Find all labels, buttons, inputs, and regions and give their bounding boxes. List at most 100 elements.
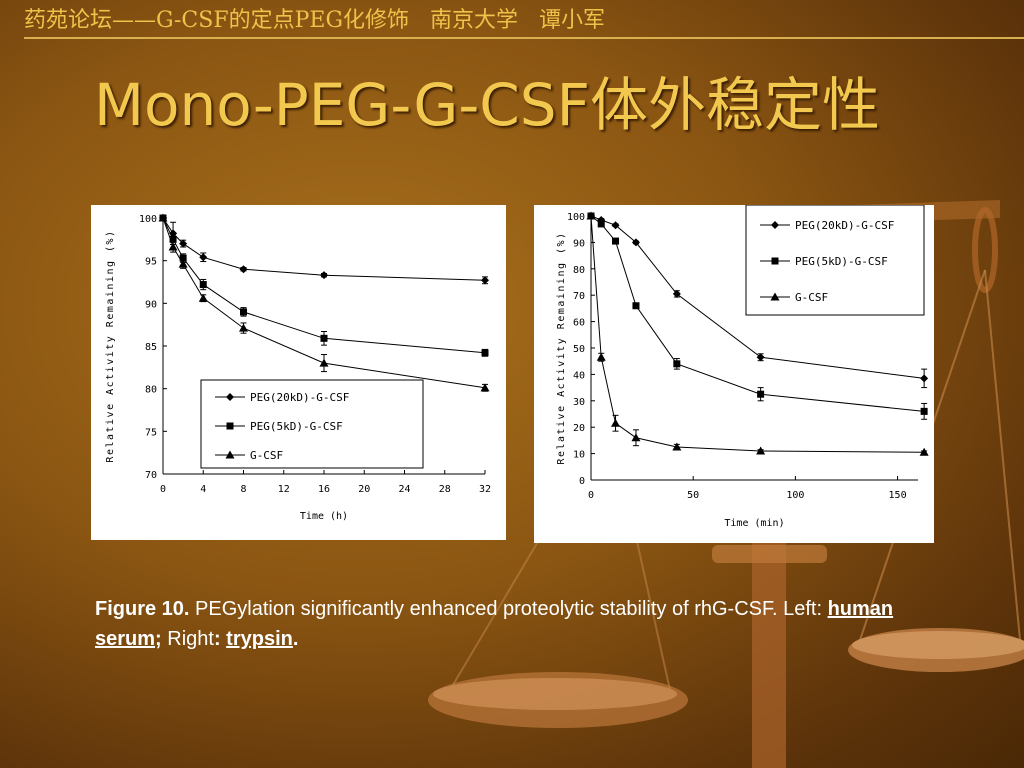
- chart1-x-tick-label: 20: [358, 484, 370, 495]
- caption-text-2: Right: [161, 628, 214, 650]
- chart2-y-tick-label: 70: [573, 291, 585, 302]
- chart1-legend-label: G-CSF: [250, 449, 283, 462]
- chart2-data-point-2: [673, 360, 681, 368]
- chart1-x-axis-label: Time (h): [300, 511, 348, 522]
- chart2-x-tick-label: 0: [588, 490, 594, 501]
- chart2-data-point-3: [756, 446, 766, 455]
- header-rule: [24, 37, 1024, 39]
- chart2-data-point-3: [586, 211, 596, 220]
- left-chart: 70 75 80 85 90 95 100 0 4 8 12 16 20 24 28 32 Time (h) Re…: [105, 213, 491, 522]
- caption-end: .: [292, 628, 299, 650]
- right-chart: 0 10 20 30 40 50 60 70 80 90 100 0 50 100 150 Time (min…: [556, 204, 929, 529]
- chart2-x-tick-label: 50: [687, 490, 699, 501]
- slide-header: 药苑论坛——G-CSF的定点PEG化修饰 南京大学 谭小军: [24, 8, 605, 33]
- chart2-data-point-3: [611, 418, 621, 427]
- chart2-data-point-1: [611, 221, 620, 230]
- chart1-y-tick-label: 80: [145, 385, 157, 396]
- chart2-data-point-3: [596, 352, 606, 361]
- chart1-data-point-3: [319, 358, 329, 367]
- chart1-data-point-3: [178, 259, 188, 268]
- chart2-y-tick-label: 40: [573, 370, 585, 381]
- chart2-x-axis-label: Time (min): [724, 518, 784, 529]
- chart2-y-tick-label: 60: [573, 318, 585, 329]
- chart1-data-point-3: [480, 383, 490, 392]
- chart1-data-point-1: [320, 271, 328, 280]
- chart2-legend-marker: [771, 221, 779, 229]
- chart1-y-tick-label: 85: [145, 342, 157, 353]
- chart1-y-tick-label: 100: [139, 214, 157, 225]
- chart2-y-tick-label: 20: [573, 423, 585, 434]
- chart1-data-point-1: [239, 265, 248, 274]
- chart1-data-point-2: [320, 334, 328, 342]
- chart1-data-point-3: [158, 213, 168, 222]
- chart2-legend-marker: [770, 292, 780, 301]
- chart1-x-tick-label: 28: [439, 484, 451, 495]
- chart1-data-point-1: [481, 276, 489, 285]
- chart1-data-point-2: [169, 235, 177, 243]
- chart2-y-tick-label: 30: [573, 397, 585, 408]
- chart2-y-tick-label: 80: [573, 265, 585, 276]
- chart2-y-tick-label: 100: [567, 212, 585, 223]
- chart2-legend-marker: [771, 257, 779, 265]
- chart2-y-axis-label: Relative Activity Remaining (%): [556, 231, 567, 464]
- chart2-data-point-3: [631, 433, 641, 442]
- chart2-data-point-1: [756, 353, 765, 362]
- chart1-legend-box: [200, 379, 424, 469]
- caption-left-term: human serum: [95, 598, 894, 650]
- chart1-x-tick-label: 0: [160, 484, 166, 495]
- chart1-data-point-2: [199, 281, 207, 289]
- chart1-x-tick-label: 4: [200, 484, 206, 495]
- chart1-data-point-2: [179, 254, 187, 262]
- right-chart-panel: 0 10 20 30 40 50 60 70 80 90 100 0 50 100 150 Time (min…: [534, 204, 934, 543]
- caption-sep-1: ;: [155, 628, 162, 650]
- chart2-x-tick-label: 150: [889, 490, 907, 501]
- chart1-legend-marker: [226, 393, 234, 401]
- chart1-data-point-1: [179, 239, 188, 248]
- chart1-series-line-1: [162, 217, 486, 281]
- chart1-legend-label: PEG(20kD)-G-CSF: [250, 391, 349, 404]
- chart1-x-tick-label: 16: [318, 484, 330, 495]
- chart2-y-tick-label: 90: [573, 238, 585, 249]
- chart2-data-point-2: [612, 237, 620, 245]
- chart2-data-point-2: [757, 390, 765, 398]
- chart2-data-point-2: [920, 407, 928, 415]
- chart1-y-axis-label: Relative Activity Remaining (%): [105, 229, 116, 462]
- chart1-data-point-3: [198, 293, 208, 302]
- chart2-data-point-3: [919, 447, 929, 456]
- chart1-legend-label: PEG(5kD)-G-CSF: [250, 420, 343, 433]
- chart2-data-point-2: [597, 220, 605, 228]
- chart2-data-point-1: [631, 238, 640, 247]
- left-chart-panel: 70 75 80 85 90 95 100 0 4 8 12 16 20 24 28 32 Time (h) Re…: [91, 205, 506, 540]
- chart2-y-tick-label: 50: [573, 344, 585, 355]
- chart1-x-tick-label: 24: [398, 484, 410, 495]
- chart2-legend-label: PEG(20kD)-G-CSF: [795, 219, 894, 232]
- chart2-x-tick-label: 100: [786, 490, 804, 501]
- chart1-y-tick-label: 90: [145, 299, 157, 310]
- figure-caption: Figure 10. PEGylation significantly enha…: [95, 594, 945, 654]
- chart1-x-tick-label: 12: [278, 484, 290, 495]
- chart2-data-point-1: [672, 289, 681, 298]
- chart1-legend-marker: [225, 450, 235, 459]
- chart2-y-tick-label: 0: [579, 476, 585, 487]
- chart2-data-point-3: [672, 442, 682, 451]
- chart2-y-tick-label: 10: [573, 450, 585, 461]
- chart2-legend-label: G-CSF: [795, 291, 828, 304]
- chart2-data-point-2: [632, 302, 640, 310]
- chart1-y-tick-label: 70: [145, 470, 157, 481]
- chart1-legend-marker: [226, 422, 234, 430]
- chart1-x-tick-label: 32: [479, 484, 491, 495]
- chart1-data-point-3: [168, 242, 178, 251]
- chart1-y-tick-label: 95: [145, 257, 157, 268]
- chart2-legend-label: PEG(5kD)-G-CSF: [795, 255, 888, 268]
- chart1-data-point-1: [199, 253, 208, 262]
- chart1-data-point-2: [240, 308, 247, 316]
- chart1-data-point-3: [239, 323, 248, 332]
- figure-label: Figure 10.: [95, 598, 190, 620]
- caption-text-1: PEGylation significantly enhanced proteo…: [189, 598, 828, 620]
- caption-right-term: trypsin: [226, 628, 293, 650]
- chart1-y-tick-label: 75: [145, 427, 157, 438]
- chart1-data-point-2: [481, 349, 489, 357]
- chart1-x-tick-label: 8: [240, 484, 246, 495]
- chart2-data-point-1: [920, 374, 929, 383]
- caption-sep-2: :: [213, 628, 227, 650]
